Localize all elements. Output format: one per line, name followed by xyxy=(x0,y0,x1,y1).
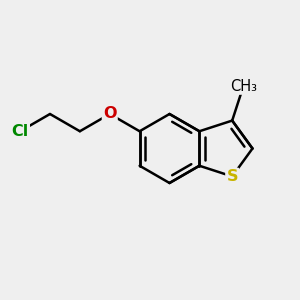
Text: Cl: Cl xyxy=(11,124,29,139)
Text: CH₃: CH₃ xyxy=(230,79,257,94)
Text: S: S xyxy=(226,169,238,184)
Text: O: O xyxy=(103,106,116,122)
